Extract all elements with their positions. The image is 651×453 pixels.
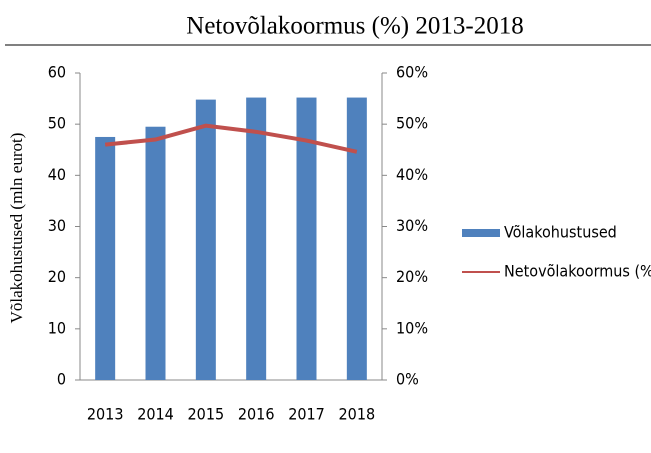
y2-tick-label: 20% xyxy=(396,267,428,286)
y-tick-label: 0 xyxy=(57,370,66,389)
x-tick-label: 2017 xyxy=(288,405,325,424)
y2-tick-label: 0% xyxy=(396,370,419,389)
bar xyxy=(246,97,267,380)
x-tick-label: 2018 xyxy=(339,405,376,424)
y-tick-label: 10 xyxy=(48,318,66,337)
y2-tick-label: 50% xyxy=(396,114,428,133)
y-tick-label: 30 xyxy=(48,216,66,235)
y-tick-label: 50 xyxy=(48,114,66,133)
legend-swatch xyxy=(462,229,500,237)
y-tick-label: 40 xyxy=(48,165,66,184)
y2-tick-label: 10% xyxy=(396,318,428,337)
y2-tick-label: 40% xyxy=(396,165,428,184)
bar xyxy=(195,99,216,381)
x-tick-label: 2015 xyxy=(188,405,225,424)
x-tick-label: 2013 xyxy=(87,405,124,424)
y-tick-label: 60 xyxy=(48,63,66,82)
bar xyxy=(296,97,317,380)
y2-tick-label: 30% xyxy=(396,216,428,235)
y-tick-label: 20 xyxy=(48,267,66,286)
line xyxy=(104,123,358,154)
legend-label: Netovõlakoormus (%) xyxy=(504,262,651,281)
bar xyxy=(145,126,166,380)
bar xyxy=(346,97,367,380)
y-axis-title: Võlakohustused (mln eurot) xyxy=(7,133,26,324)
y2-tick-label: 60% xyxy=(396,63,428,82)
legend-label: Võlakohustused xyxy=(504,223,617,242)
x-tick-label: 2016 xyxy=(238,405,275,424)
x-tick-label: 2014 xyxy=(137,405,174,424)
bar xyxy=(95,136,116,380)
chart-title: Netovõlakoormus (%) 2013-2018 xyxy=(186,13,523,40)
